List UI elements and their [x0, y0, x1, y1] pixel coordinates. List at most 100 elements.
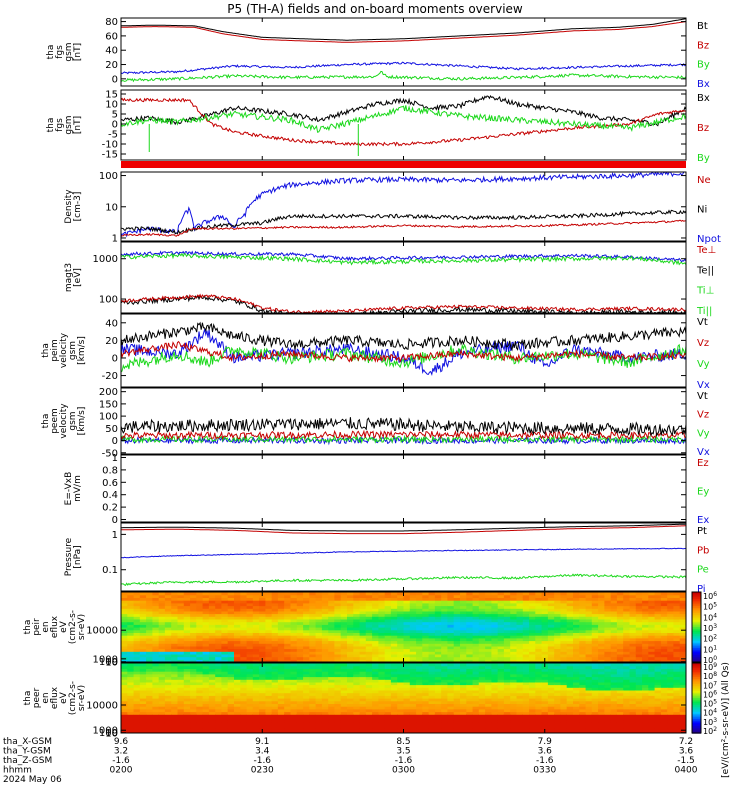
y-tick-label: 100	[99, 412, 118, 423]
y-tick-label: 40	[105, 318, 118, 329]
y-tick-label: 1000	[93, 654, 118, 665]
spectrogram	[121, 592, 686, 662]
svg-text:en: en	[41, 621, 51, 632]
panel-8: Pt Pb Pe Pi 0.1 1 Pressure [nPa]	[64, 522, 709, 595]
svg-text:[nPa]: [nPa]	[73, 545, 83, 568]
legend-entry: Ne	[697, 175, 711, 186]
footer-value: 0330	[533, 766, 556, 776]
series-line	[121, 95, 686, 127]
y-tick-label: -15	[102, 150, 118, 161]
series-line	[121, 172, 685, 238]
svg-text:peim: peim	[50, 339, 60, 362]
svg-text:Density: Density	[64, 189, 74, 224]
svg-text:[cm-3]: [cm-3]	[73, 192, 83, 222]
legend-entry: Npot	[697, 234, 721, 245]
svg-text:[km/s]: [km/s]	[77, 407, 87, 436]
y-axis-label: tha peir en eflux eV (cm2-s-sr-eV)	[23, 610, 87, 644]
y-tick-label: 0	[112, 515, 118, 526]
legend-entry: Pi	[697, 584, 706, 595]
y-axis-label: Density [cm-3]	[64, 189, 83, 224]
y-axis-label: tha peim velocity gsm [km/s]	[41, 332, 87, 368]
legend: Ne Ni Npot	[697, 175, 721, 245]
y-tick-label: 0	[112, 74, 118, 85]
svg-text:gsm: gsm	[68, 411, 78, 430]
series-line	[121, 209, 686, 235]
footer-row-label: tha_Y-GSM	[3, 747, 51, 757]
y-tick-label: 1	[112, 233, 118, 244]
y-tick-label: 0	[112, 436, 118, 447]
footer-value: 3.2	[114, 747, 128, 757]
series-line	[121, 250, 686, 263]
svg-text:fgs: fgs	[55, 118, 65, 132]
legend: Vt Vz Vy Vx	[697, 317, 710, 391]
series-lines	[121, 95, 686, 156]
series-line	[121, 293, 686, 313]
y-tick-label: 0.8	[102, 465, 118, 476]
svg-text:magt3: magt3	[64, 263, 74, 292]
y-axis-label: E=-VxB mV/m	[64, 472, 83, 506]
series-line	[121, 219, 686, 237]
series-lines	[121, 18, 686, 83]
panel-4: Te⊥ Te|| Ti⊥ Ti|| 100 1000 magt3 [eV]	[64, 241, 716, 317]
legend-entry: Bt	[697, 21, 708, 32]
legend-entry: Te⊥	[696, 245, 716, 256]
legend-entry: Pe	[697, 565, 709, 576]
footer-value: 0400	[675, 766, 698, 776]
y-tick-label: 10000	[86, 626, 118, 637]
legend: Ez Ey Ex	[697, 458, 709, 526]
y-axis-label: tha peem velocity gsm [km/s]	[41, 403, 87, 439]
legend-entry: Vt	[697, 391, 708, 402]
y-tick-label: 1	[112, 530, 118, 541]
svg-text:velocity: velocity	[59, 332, 69, 368]
y-tick-label: 40	[105, 46, 118, 57]
spectrogram	[121, 663, 686, 733]
y-tick-label: 10000	[86, 701, 118, 712]
series-line	[121, 327, 686, 376]
series-lines	[121, 250, 686, 313]
panel-frame	[120, 171, 687, 242]
legend-entry: Ni	[697, 205, 707, 216]
series-line	[121, 21, 686, 43]
footer-value: 0230	[251, 766, 274, 776]
svg-text:[km/s]: [km/s]	[77, 336, 87, 365]
legend-entry: Bz	[697, 123, 709, 134]
y-tick-label: 1	[112, 453, 118, 464]
legend-entry: Vt	[697, 317, 708, 328]
svg-text:Pressure: Pressure	[64, 537, 74, 576]
y-tick-label: 100	[99, 171, 118, 182]
svg-text:mV/m: mV/m	[73, 475, 83, 502]
footer-value: 0300	[392, 766, 415, 776]
svg-text:tha: tha	[41, 343, 51, 358]
footer-value: 0200	[110, 766, 133, 776]
y-tick-label: -20	[102, 371, 118, 382]
svg-text:tha: tha	[46, 45, 56, 60]
series-lines	[121, 321, 686, 376]
svg-text:tha: tha	[46, 118, 56, 133]
panel-5: Vt Vz Vy Vx -20 0 20 40 tha peim velocity gsm [km/s]	[41, 313, 710, 391]
legend-entry: Bz	[697, 40, 709, 51]
y-tick-label: -5	[108, 130, 118, 141]
series-line	[121, 97, 686, 147]
svg-text:velocity: velocity	[59, 403, 69, 439]
footer-value: -1.6	[536, 756, 554, 766]
svg-text:peem: peem	[50, 408, 60, 434]
svg-text:E=-VxB: E=-VxB	[64, 472, 74, 506]
y-tick-label: 150	[99, 399, 118, 410]
legend-entry: Vz	[697, 338, 709, 349]
colorbar-tick-label: 104	[703, 612, 717, 622]
y-tick-label: 20	[105, 60, 118, 71]
y-axis-label: tha fgs gsm [nT]	[46, 115, 83, 134]
svg-text:(cm2-s-: (cm2-s-	[68, 610, 78, 644]
y-tick-label: 10	[105, 728, 118, 739]
series-line	[121, 252, 686, 266]
y-tick-label: 10	[105, 657, 118, 668]
y-tick-label: 100	[99, 728, 118, 739]
series-line	[121, 340, 686, 363]
panel-2	[121, 161, 686, 168]
colorbar-tick-label: 108	[703, 671, 717, 681]
